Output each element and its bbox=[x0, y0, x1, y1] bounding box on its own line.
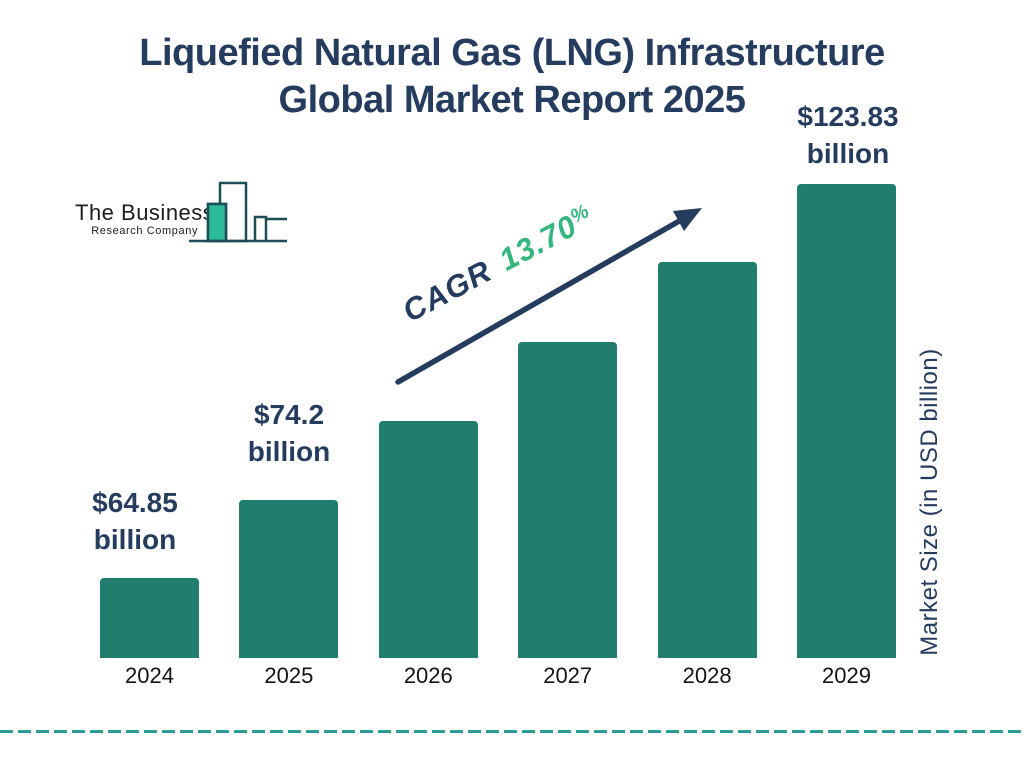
x-axis-label-2024: 2024 bbox=[125, 663, 174, 688]
cagr-value: 13.70 bbox=[493, 207, 583, 278]
value-label-amount: $74.2 bbox=[253, 399, 325, 430]
y-axis-label: Market Size (in USD billion) bbox=[916, 348, 943, 656]
value-label-2029: $123.83 billion bbox=[748, 98, 948, 172]
x-axis-label-2027: 2027 bbox=[543, 663, 593, 688]
bar-2029 bbox=[797, 184, 896, 658]
bar-2026 bbox=[378, 421, 478, 658]
value-label-2024: $64.85 billion bbox=[35, 484, 235, 558]
bar-2027 bbox=[518, 342, 618, 658]
x-axis-label-2025: 2025 bbox=[264, 663, 314, 688]
value-label-amount: $64.85 bbox=[92, 487, 178, 518]
x-axis-label-2029: 2029 bbox=[822, 663, 871, 688]
value-label-2025: $74.2 billion bbox=[189, 396, 389, 470]
bar-2024 bbox=[100, 578, 199, 658]
company-logo: The Business Research Company bbox=[75, 178, 290, 248]
value-label-unit: billion bbox=[247, 436, 331, 467]
value-label-unit: billion bbox=[806, 138, 890, 169]
title-line-2: Global Market Report 2025 bbox=[278, 79, 746, 121]
x-axis-label-2026: 2026 bbox=[403, 663, 453, 688]
logo-bars-icon bbox=[189, 181, 287, 243]
title-line-1: Liquefied Natural Gas (LNG) Infrastructu… bbox=[139, 32, 885, 74]
logo-company-name: The Business bbox=[75, 200, 215, 225]
x-axis-label-2028: 2028 bbox=[682, 663, 732, 688]
value-label-unit: billion bbox=[93, 524, 177, 555]
bottom-dashed-divider bbox=[0, 730, 1024, 733]
cagr-label: CAGR bbox=[396, 253, 498, 329]
logo-company-subname: Research Company bbox=[91, 225, 199, 237]
bar-2028 bbox=[657, 262, 757, 658]
value-label-amount: $123.83 bbox=[797, 101, 899, 132]
logo-text: The Business Research Company bbox=[75, 200, 215, 238]
page-title: Liquefied Natural Gas (LNG) Infrastructu… bbox=[0, 30, 1024, 124]
bar-2025 bbox=[239, 500, 339, 658]
